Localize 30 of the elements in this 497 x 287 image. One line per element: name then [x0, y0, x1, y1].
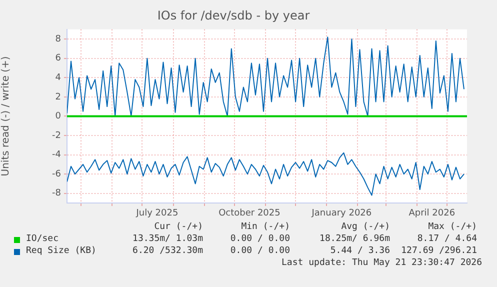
text: 5.44 / 3.36 — [330, 246, 390, 257]
text: Avg (-/+) — [341, 222, 390, 233]
text: 0.00 / 0.00 — [230, 234, 290, 245]
y-tick-label: 4 — [55, 72, 62, 83]
text: Min (-/+) — [241, 222, 290, 233]
text: 13.35m/ 1.03m — [132, 234, 203, 245]
x-tick-label: October 2025 — [218, 208, 280, 219]
chart-title: IOs for /dev/sdb - by year — [157, 8, 310, 22]
text: 6.20 /532.30m — [132, 246, 203, 257]
y-axis-title: Units read (-) / write (+) — [0, 56, 12, 176]
y-tick-label: 6 — [55, 54, 62, 64]
text: Cur (-/+) — [154, 222, 203, 233]
y-tick-label: -6 — [52, 169, 62, 180]
text: Max (-/+) — [428, 222, 477, 233]
x-tick-label: January 2026 — [310, 208, 372, 219]
x-tick-label: April 2026 — [408, 208, 456, 219]
text: 18.25m/ 6.96m — [320, 234, 390, 245]
y-tick-label: 2 — [55, 92, 61, 102]
text: 127.69 /296.21 — [401, 246, 477, 257]
y-tick-label: 8 — [55, 34, 62, 44]
y-tick-label: -2 — [52, 130, 61, 141]
y-tick-label: -8 — [52, 188, 62, 199]
legend-label: Req Size (KB) — [26, 246, 96, 257]
y-tick-label: -4 — [52, 150, 62, 160]
y-tick-label: 0 — [55, 112, 62, 122]
text: Last update: Thu May 21 23:30:47 2026 — [282, 258, 482, 269]
text: 0.00 / 0.00 — [230, 246, 290, 257]
legend-label: IO/sec — [26, 234, 59, 245]
x-tick-label: July 2025 — [135, 208, 178, 219]
text: 8.17 / 4.64 — [417, 234, 477, 245]
